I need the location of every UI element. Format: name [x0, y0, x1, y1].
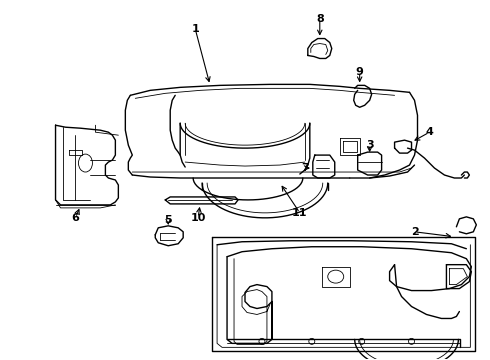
Text: 6: 6: [72, 213, 79, 223]
Text: 5: 5: [165, 215, 172, 225]
Text: 1: 1: [191, 24, 199, 33]
Text: 8: 8: [316, 14, 324, 24]
Text: 9: 9: [356, 67, 364, 77]
Text: 4: 4: [425, 127, 434, 137]
Text: 3: 3: [366, 140, 373, 150]
Text: 10: 10: [191, 213, 206, 223]
Text: 7: 7: [301, 163, 309, 173]
Text: 11: 11: [292, 208, 308, 218]
Text: 2: 2: [411, 227, 418, 237]
